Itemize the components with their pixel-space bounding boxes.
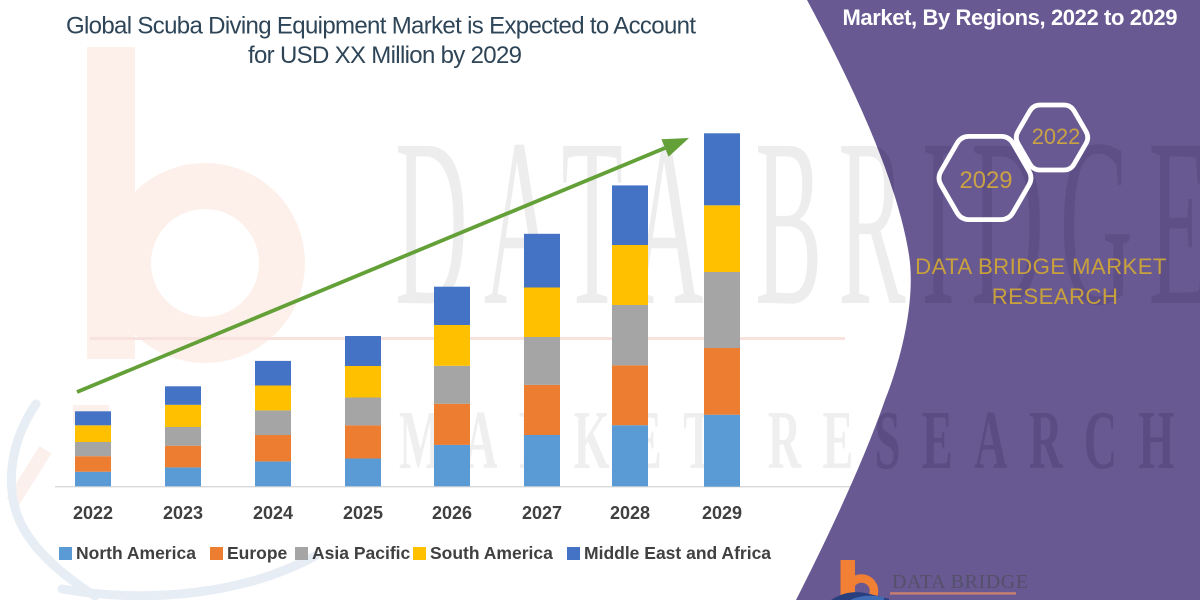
svg-text:Global Scuba Diving Equipment: Global Scuba Diving Equipment Market is …: [66, 13, 696, 40]
svg-text:for USD XX Million by 2029: for USD XX Million by 2029: [248, 42, 522, 69]
svg-text:Market, By Regions, 2022 to 20: Market, By Regions, 2022 to 2029: [843, 5, 1178, 30]
svg-text:2028: 2028: [610, 503, 650, 523]
svg-text:South America: South America: [430, 543, 553, 563]
svg-text:DATA BRIDGE: DATA BRIDGE: [892, 571, 1029, 593]
svg-text:2027: 2027: [522, 503, 562, 523]
svg-text:Europe: Europe: [227, 543, 288, 563]
svg-text:2029: 2029: [702, 503, 742, 523]
svg-text:2025: 2025: [343, 503, 383, 523]
svg-text:RESEARCH: RESEARCH: [992, 284, 1119, 309]
svg-text:North America: North America: [76, 543, 196, 563]
svg-text:Middle East and Africa: Middle East and Africa: [584, 543, 771, 563]
svg-text:DATA BRIDGE MARKET: DATA BRIDGE MARKET: [915, 254, 1167, 279]
svg-text:Asia Pacific: Asia Pacific: [312, 543, 411, 563]
svg-text:2026: 2026: [432, 503, 472, 523]
svg-text:2023: 2023: [163, 503, 203, 523]
svg-text:MARKET RESEARCH: MARKET RESEARCH: [896, 598, 1056, 600]
svg-text:2029: 2029: [960, 167, 1013, 194]
svg-text:2022: 2022: [73, 503, 113, 523]
svg-text:2024: 2024: [253, 503, 293, 523]
svg-text:2022: 2022: [1032, 124, 1081, 149]
